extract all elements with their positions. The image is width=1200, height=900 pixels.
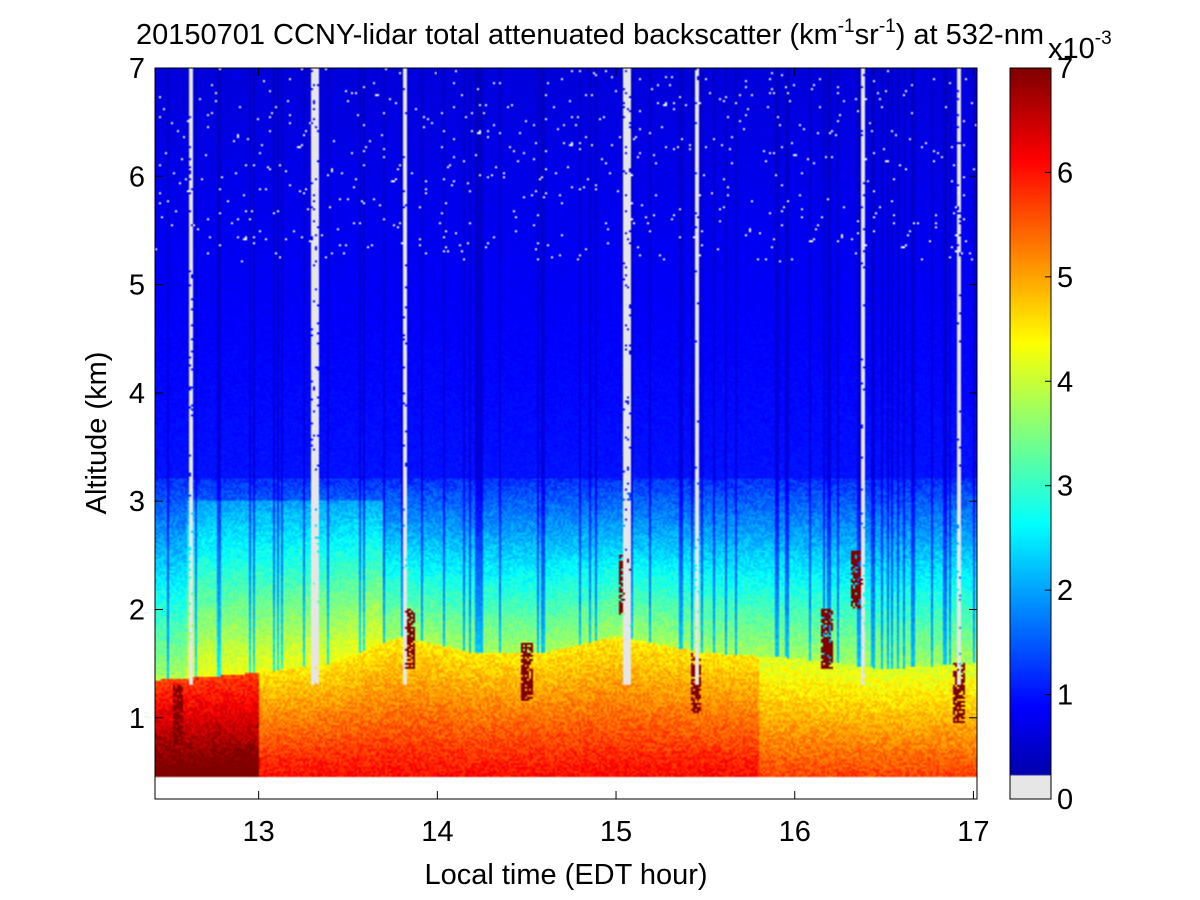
backscatter-heatmap (155, 68, 977, 799)
colorbar-tick-label: 4 (1057, 366, 1073, 398)
y-tick-label: 7 (129, 53, 145, 85)
colorbar-tick-label: 5 (1057, 262, 1073, 294)
y-tick-label: 6 (129, 161, 145, 193)
colorbar-multiplier-exp: -3 (1095, 28, 1112, 49)
y-axis-label: Altitude (km) (81, 352, 113, 515)
colorbar-multiplier-base: x10 (1048, 33, 1095, 65)
chart-title: 20150701 CCNY-lidar total attenuated bac… (136, 16, 1044, 51)
plot-frame (154, 67, 978, 800)
x-tick-label: 15 (600, 816, 632, 848)
x-axis-ticks: 13 14 15 16 17 (243, 68, 990, 848)
y-tick-label: 2 (129, 594, 145, 626)
x-tick-label: 16 (779, 816, 811, 848)
colorbar-tick-label: 1 (1057, 680, 1073, 712)
colorbar-tick-label: 2 (1057, 575, 1073, 607)
colorbar-frame (1009, 67, 1052, 800)
colorbar-ticks: 0 1 2 3 4 5 6 7 (1045, 53, 1073, 816)
title-sup-2: -1 (879, 16, 896, 37)
colorbar-gradient (1010, 68, 1051, 799)
x-axis-label: Local time (EDT hour) (424, 859, 707, 891)
colorbar-tick-label: 6 (1057, 157, 1073, 189)
y-tick-label: 1 (129, 703, 145, 735)
x-tick-label: 13 (243, 816, 275, 848)
y-tick-label: 3 (129, 486, 145, 518)
x-tick-label: 17 (957, 816, 989, 848)
y-axis-ticks: 1 2 3 4 5 6 7 (129, 53, 977, 735)
x-tick-label: 14 (421, 816, 453, 848)
title-prefix: 20150701 CCNY-lidar total attenuated bac… (136, 19, 838, 51)
y-tick-label: 5 (129, 270, 145, 302)
colorbar-tick-label: 3 (1057, 471, 1073, 503)
title-mid: sr (855, 19, 880, 51)
colorbar-tick-label: 7 (1057, 53, 1073, 85)
colorbar-multiplier: x10-3 (1048, 28, 1112, 65)
title-suffix: ) at 532-nm (896, 19, 1044, 51)
y-tick-label: 4 (129, 378, 145, 410)
heatmap-plot-area: 13 14 15 16 17 1 2 3 4 5 6 7 (129, 53, 990, 848)
colorbar-tick-label: 0 (1057, 784, 1073, 816)
title-sup-1: -1 (838, 16, 855, 37)
colorbar: 0 1 2 3 4 5 6 7 x10-3 (1009, 28, 1112, 816)
